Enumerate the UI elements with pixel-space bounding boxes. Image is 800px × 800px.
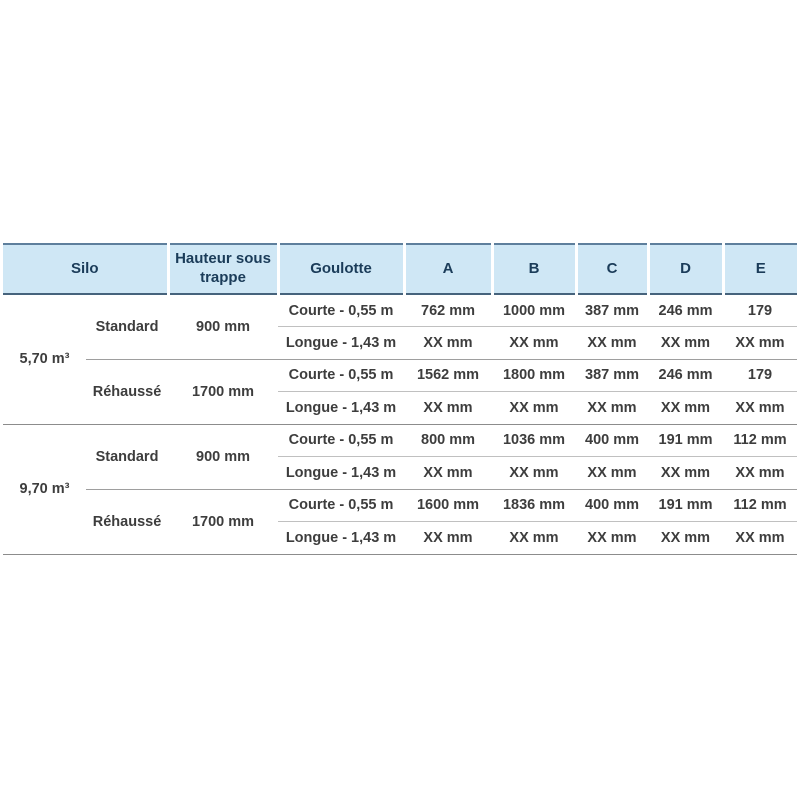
table-row: Réhaussé 1700 mm Courte - 0,55 m 1600 mm… (3, 488, 798, 554)
goulotte-cell: Courte - 0,55 m (278, 358, 405, 392)
header-col-d: D (646, 244, 724, 295)
value-d: XX mm (648, 521, 724, 554)
value-e: 179 (723, 358, 798, 392)
value-b: 1836 mm (492, 488, 577, 522)
value-a: 800 mm (404, 423, 493, 457)
value-c: 387 mm (576, 294, 649, 327)
header-row: Silo Hauteur sous trappe Goulotte A B C … (3, 244, 798, 295)
value-d: 246 mm (648, 294, 724, 327)
silo-type-cell: Réhaussé (86, 488, 169, 554)
header-col-a: A (402, 244, 493, 295)
silo-spec-table-container: Silo Hauteur sous trappe Goulotte A B C … (3, 243, 798, 555)
silo-volume-cell: 9,70 m³ (3, 423, 86, 554)
value-c: 400 mm (576, 423, 649, 457)
goulotte-cell: Courte - 0,55 m (278, 294, 405, 327)
value-c: 400 mm (576, 488, 649, 522)
value-b: XX mm (492, 391, 577, 424)
value-c: 387 mm (576, 358, 649, 392)
value-a: 762 mm (404, 294, 493, 327)
header-goulotte: Goulotte (276, 244, 405, 295)
value-e: 112 mm (723, 488, 798, 522)
value-e: XX mm (723, 326, 798, 359)
value-a: 1562 mm (404, 358, 493, 392)
silo-volume-cell: 5,70 m³ (3, 294, 86, 424)
value-d: 191 mm (648, 423, 724, 457)
value-b: 1000 mm (492, 294, 577, 327)
value-b: XX mm (492, 521, 577, 554)
table-row: 9,70 m³ Standard 900 mm Courte - 0,55 m … (3, 423, 798, 554)
value-a: XX mm (404, 391, 493, 424)
hauteur-cell: 900 mm (168, 423, 279, 489)
hauteur-cell: 1700 mm (168, 358, 279, 424)
goulotte-cell: Courte - 0,55 m (278, 488, 405, 522)
table-row: Longue - 1,43 m XX mm XX mm XX mm XX mm … (3, 391, 798, 424)
header-col-c: C (574, 244, 649, 295)
table-row: Longue - 1,43 m XX mm XX mm XX mm XX mm … (3, 326, 798, 359)
silo-type-cell: Standard (86, 423, 169, 489)
value-b: 1800 mm (492, 358, 577, 392)
header-silo: Silo (3, 244, 169, 295)
table-row: Réhaussé 1700 mm Courte - 0,55 m 1562 mm… (3, 358, 798, 424)
value-c: XX mm (576, 326, 649, 359)
value-e: XX mm (723, 391, 798, 424)
silo-dimensions-table: Silo Hauteur sous trappe Goulotte A B C … (3, 243, 798, 555)
silo-type-cell: Réhaussé (86, 358, 169, 424)
value-c: XX mm (576, 456, 649, 489)
header-col-e: E (721, 244, 798, 295)
value-d: XX mm (648, 391, 724, 424)
value-a: 1600 mm (404, 488, 493, 522)
goulotte-cell: Longue - 1,43 m (278, 521, 405, 554)
value-e: 179 (723, 294, 798, 327)
hauteur-cell: 1700 mm (168, 488, 279, 554)
value-e: XX mm (723, 456, 798, 489)
goulotte-cell: Courte - 0,55 m (278, 423, 405, 457)
table-row: 5,70 m³ Standard 900 mm Courte - 0,55 m … (3, 294, 798, 424)
silo-type-cell: Standard (86, 294, 169, 359)
value-d: 191 mm (648, 488, 724, 522)
value-a: XX mm (404, 326, 493, 359)
value-d: 246 mm (648, 358, 724, 392)
header-hauteur-sous-trappe: Hauteur sous trappe (166, 244, 279, 295)
value-d: XX mm (648, 456, 724, 489)
goulotte-cell: Longue - 1,43 m (278, 326, 405, 359)
table-row: Longue - 1,43 m XX mm XX mm XX mm XX mm … (3, 456, 798, 489)
value-b: XX mm (492, 326, 577, 359)
value-a: XX mm (404, 456, 493, 489)
goulotte-cell: Longue - 1,43 m (278, 391, 405, 424)
hauteur-cell: 900 mm (168, 294, 279, 359)
value-e: XX mm (723, 521, 798, 554)
value-c: XX mm (576, 521, 649, 554)
table-row: Longue - 1,43 m XX mm XX mm XX mm XX mm … (3, 521, 798, 554)
header-col-b: B (490, 244, 577, 295)
goulotte-cell: Longue - 1,43 m (278, 456, 405, 489)
value-b: 1036 mm (492, 423, 577, 457)
value-b: XX mm (492, 456, 577, 489)
value-c: XX mm (576, 391, 649, 424)
value-e: 112 mm (723, 423, 798, 457)
value-a: XX mm (404, 521, 493, 554)
value-d: XX mm (648, 326, 724, 359)
